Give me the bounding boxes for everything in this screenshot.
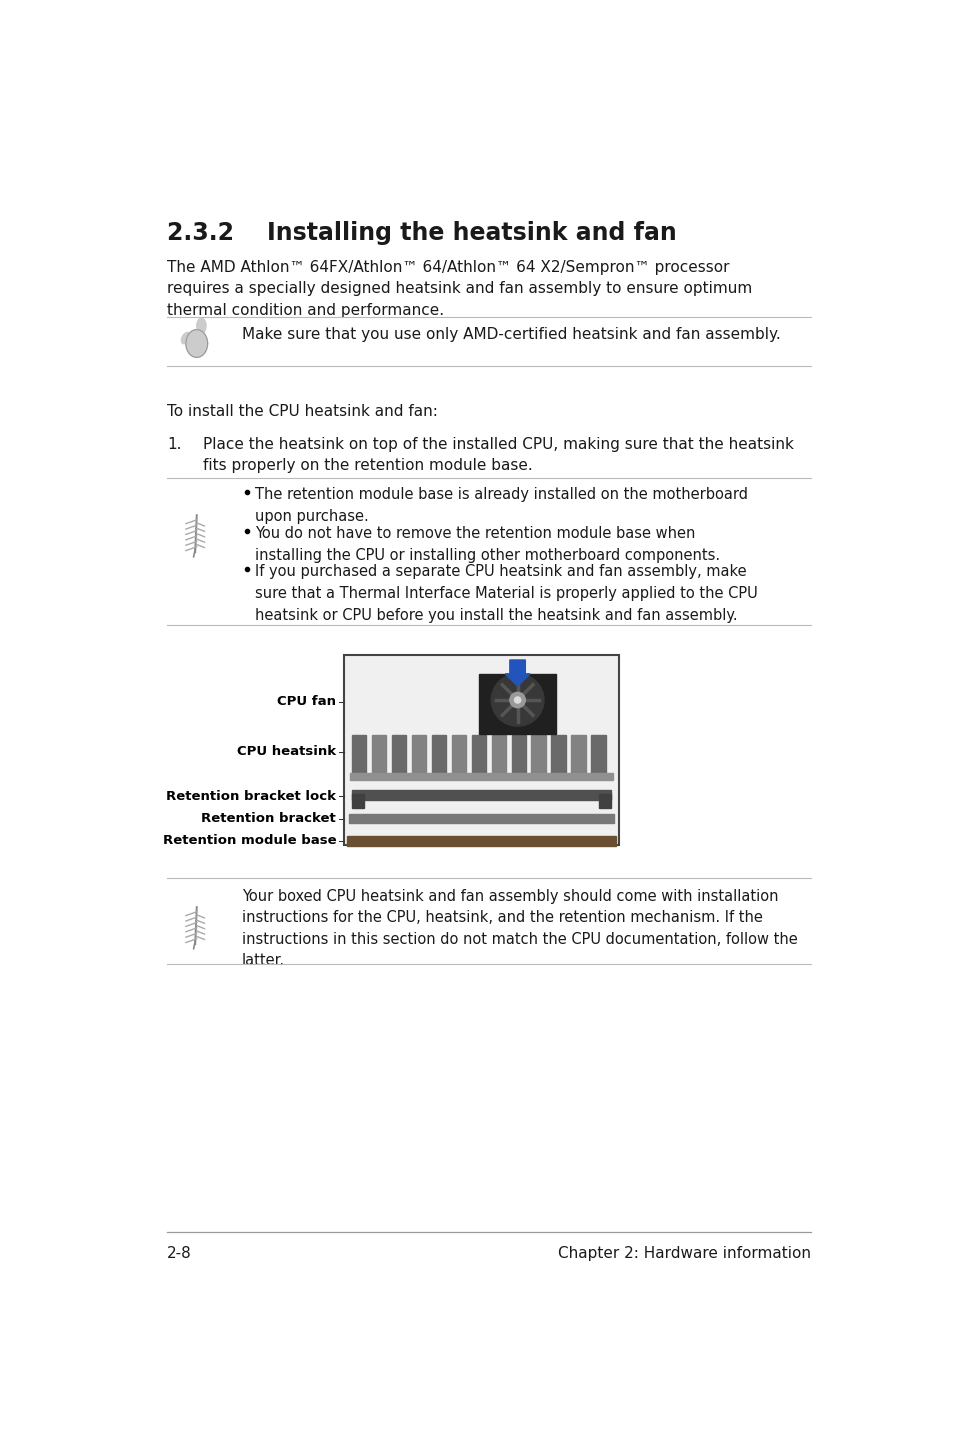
Bar xyxy=(348,814,614,823)
Bar xyxy=(551,735,565,775)
Text: Chapter 2: Hardware information: Chapter 2: Hardware information xyxy=(557,1245,810,1261)
Bar xyxy=(491,735,505,775)
Bar xyxy=(478,674,556,733)
Text: CPU heatsink: CPU heatsink xyxy=(237,745,335,758)
Text: Retention module base: Retention module base xyxy=(162,834,335,847)
Text: To install the CPU heatsink and fan:: To install the CPU heatsink and fan: xyxy=(167,404,437,420)
Text: 2-8: 2-8 xyxy=(167,1245,192,1261)
Text: The retention module base is already installed on the motherboard
upon purchase.: The retention module base is already ins… xyxy=(254,487,747,523)
Text: The AMD Athlon™ 64FX/Athlon™ 64/Athlon™ 64 X2/Sempron™ processor
requires a spec: The AMD Athlon™ 64FX/Athlon™ 64/Athlon™ … xyxy=(167,260,752,318)
Circle shape xyxy=(509,692,525,707)
Ellipse shape xyxy=(196,318,206,334)
Bar xyxy=(451,735,465,775)
Bar xyxy=(591,735,605,775)
Bar xyxy=(412,735,426,775)
Bar xyxy=(471,735,485,775)
Bar xyxy=(372,735,386,775)
Bar xyxy=(511,735,525,775)
Bar xyxy=(344,656,618,844)
Text: 1.: 1. xyxy=(167,437,182,452)
Bar xyxy=(431,735,446,775)
Text: Retention bracket: Retention bracket xyxy=(201,812,335,825)
Bar xyxy=(531,735,545,775)
Bar xyxy=(352,794,364,808)
Text: Place the heatsink on top of the installed CPU, making sure that the heatsink
fi: Place the heatsink on top of the install… xyxy=(203,437,793,473)
Text: You do not have to remove the retention module base when
installing the CPU or i: You do not have to remove the retention … xyxy=(254,526,720,562)
Bar xyxy=(598,794,611,808)
Bar xyxy=(350,774,612,779)
Bar xyxy=(352,735,366,775)
Text: Retention bracket lock: Retention bracket lock xyxy=(166,789,335,802)
Text: Your boxed CPU heatsink and fan assembly should come with installation
instructi: Your boxed CPU heatsink and fan assembly… xyxy=(241,889,797,968)
Bar xyxy=(392,735,406,775)
Ellipse shape xyxy=(181,332,191,344)
Bar xyxy=(571,735,585,775)
Text: Make sure that you use only AMD-certified heatsink and fan assembly.: Make sure that you use only AMD-certifie… xyxy=(241,328,780,342)
Text: CPU fan: CPU fan xyxy=(277,695,335,707)
Text: 2.3.2    Installing the heatsink and fan: 2.3.2 Installing the heatsink and fan xyxy=(167,221,677,244)
Bar xyxy=(352,789,611,800)
FancyArrow shape xyxy=(505,660,530,686)
Ellipse shape xyxy=(186,329,208,358)
Text: If you purchased a separate CPU heatsink and fan assembly, make
sure that a Ther: If you purchased a separate CPU heatsink… xyxy=(254,565,757,623)
Bar xyxy=(347,835,616,847)
Circle shape xyxy=(514,697,520,703)
Circle shape xyxy=(491,674,543,726)
